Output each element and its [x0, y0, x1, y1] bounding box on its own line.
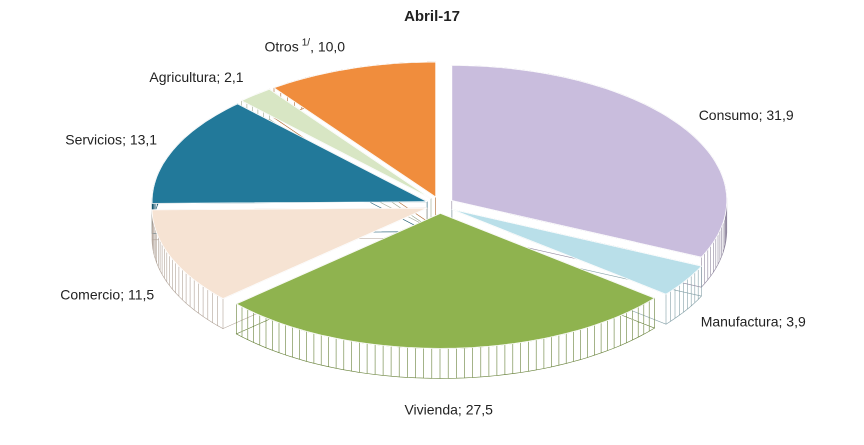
label-value: 11,5 — [128, 286, 154, 302]
label-category: Comercio — [60, 286, 120, 302]
label-value: 10,0 — [318, 38, 345, 54]
label-value: 13,1 — [130, 131, 157, 147]
slice — [151, 207, 428, 300]
data-label: Agricultura; 2,1 — [149, 69, 243, 85]
label-separator: ; — [122, 131, 130, 147]
label-value: 31,9 — [766, 107, 793, 123]
pie — [151, 61, 728, 379]
label-note: 1/ — [302, 37, 311, 48]
slice — [451, 65, 728, 258]
label-separator: ; — [216, 69, 224, 85]
slice — [273, 61, 437, 198]
label-separator: ; — [120, 286, 128, 302]
label-value: 3,9 — [786, 313, 806, 329]
data-label: Servicios; 13,1 — [65, 131, 157, 147]
label-category: Consumo — [699, 107, 759, 123]
slice — [240, 88, 432, 199]
label-category: Vivienda — [404, 401, 458, 417]
label-category: Servicios — [65, 131, 122, 147]
chart-title: Abril-17 — [404, 8, 460, 25]
data-label: Otros 1/, 10,0 — [264, 37, 345, 54]
label-category: Otros — [264, 38, 298, 54]
data-labels: Consumo; 31,9 Manufactura; 3,9 Vivienda; 2… — [60, 37, 806, 417]
data-label: Consumo; 31,9 — [699, 107, 794, 123]
label-category: Manufactura — [701, 313, 779, 329]
label-separator: , — [310, 38, 318, 54]
data-label: Manufactura; 3,9 — [701, 313, 806, 329]
slice — [235, 212, 656, 349]
slice — [451, 209, 703, 295]
label-separator: ; — [458, 401, 466, 417]
label-separator: ; — [759, 107, 767, 123]
label-separator: ; — [779, 313, 787, 329]
label-value: 27,5 — [466, 401, 493, 417]
label-value: 2,1 — [224, 69, 244, 85]
data-label: Vivienda; 27,5 — [404, 401, 493, 417]
label-category: Agricultura — [149, 69, 216, 85]
data-label: Comercio; 11,5 — [60, 286, 154, 302]
slice — [151, 103, 428, 204]
